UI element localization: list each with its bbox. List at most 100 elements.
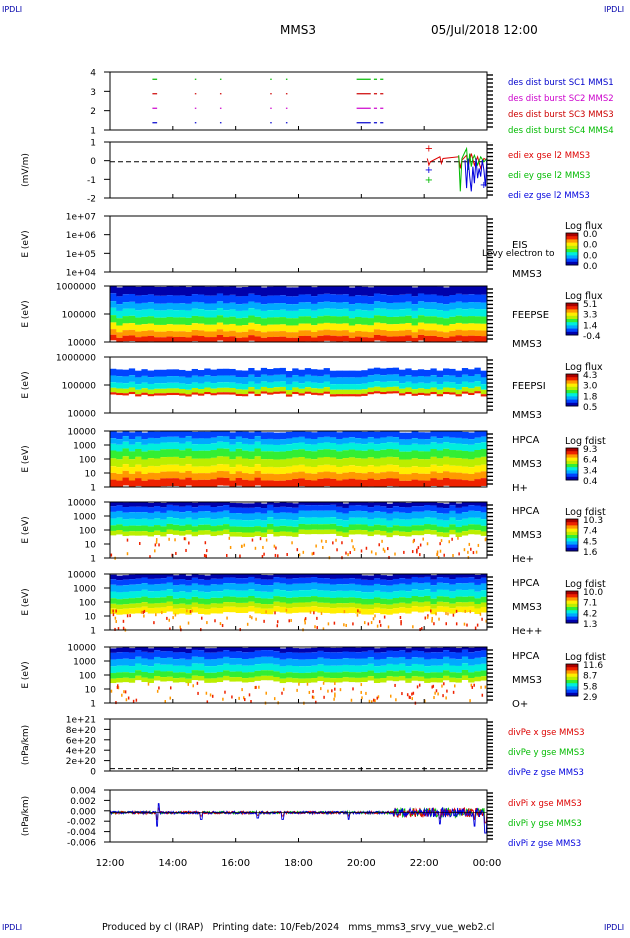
- spectro-cell-feepsi: [436, 370, 444, 378]
- instrument-label-hpca_he: HPCA: [512, 506, 540, 517]
- spectro-cell-hpca_he: [361, 534, 369, 557]
- spectro-cell-feepsi: [336, 384, 343, 390]
- spectro-cell-feepsi: [348, 389, 356, 395]
- spectro-cell-feepsi: [317, 357, 325, 370]
- spectro-cell-hpca_h: [160, 471, 168, 479]
- spectro-cell-hpca_hepp: [430, 604, 438, 609]
- spectro-cell-hpca_he: [436, 536, 444, 558]
- spectro-cell-hpca_h: [166, 471, 174, 479]
- spectro-cell-hpca_h: [197, 443, 205, 451]
- spectro-cell-hpca_he: [298, 504, 306, 511]
- spectro-cell-hpca_h: [336, 480, 343, 487]
- spectro-cell-hpca_o: [468, 672, 475, 679]
- spectro-cell-feepsi: [179, 395, 186, 413]
- spectro-cell-hpca_he: [411, 518, 419, 526]
- spectro-cell-hpca_hepp: [367, 592, 375, 600]
- spectro-speckle-hpca_he: [416, 550, 418, 554]
- spectro-cell-feepsi: [436, 396, 444, 413]
- spectro-cell-feepse: [348, 304, 356, 311]
- spectro-cell-hpca_hepp: [317, 612, 325, 630]
- spectro-cell-feepse: [153, 324, 161, 332]
- spectro-cell-hpca_hepp: [367, 579, 375, 586]
- spectro-cell-hpca_o: [449, 658, 457, 666]
- spectro-cell-hpca_h: [248, 439, 256, 445]
- spectro-cell-hpca_hepp: [116, 592, 124, 600]
- spectro-cell-hpca_he: [122, 519, 130, 527]
- spectro-speckle-hpca_o: [473, 683, 475, 687]
- spectro-cell-hpca_h: [304, 444, 312, 451]
- spectro-cell-hpca_he: [241, 513, 249, 521]
- spectro-cell-hpca_he: [468, 505, 475, 511]
- spectro-cell-feepsi: [260, 393, 268, 412]
- spectro-cell-hpca_h: [160, 436, 168, 443]
- spectro-cell-feepsi: [449, 392, 457, 395]
- spectro-cell-feepsi: [430, 357, 438, 369]
- spectro-cell-hpca_o: [141, 651, 149, 659]
- spectro-cell-hpca_h: [361, 479, 369, 487]
- spectro-cell-feepse: [267, 331, 274, 338]
- spectro-cell-hpca_o: [216, 658, 224, 666]
- spectro-cell-hpca_h: [336, 444, 343, 452]
- spectro-cell-hpca_o: [285, 672, 293, 678]
- spectro-cell-hpca_h: [380, 465, 387, 473]
- spectro-cell-hpca_h: [461, 473, 469, 481]
- spectro-speckle-hpca_he: [382, 547, 385, 551]
- spectro-speckle-hpca_he: [419, 553, 421, 557]
- spectro-cell-hpca_hepp: [285, 607, 293, 614]
- spectro-speckle-hpca_hepp: [430, 609, 432, 613]
- colorbar-swatch-eis: [566, 255, 578, 259]
- spectro-cell-hpca_hepp: [135, 578, 142, 585]
- spectro-cell-feepse: [160, 286, 168, 296]
- spectro-cell-hpca_he: [468, 502, 475, 506]
- spectro-cell-hpca_he: [373, 530, 381, 535]
- spectro-cell-hpca_h: [185, 456, 193, 465]
- spectro-cell-feepsi: [380, 394, 387, 413]
- spectro-cell-hpca_hepp: [298, 574, 306, 578]
- spectro-speckle-hpca_hepp: [359, 610, 361, 614]
- spectro-cell-feepsi: [424, 376, 431, 384]
- spectro-cell-hpca_he: [254, 526, 262, 532]
- spectro-speckle-hpca_o: [315, 700, 317, 704]
- spectro-cell-hpca_he: [298, 510, 306, 518]
- spectro-cell-hpca_hepp: [273, 606, 281, 612]
- spectro-speckle-hpca_hepp: [117, 627, 120, 631]
- spectro-cell-hpca_hepp: [380, 585, 387, 592]
- spectro-cell-hpca_hepp: [449, 584, 457, 592]
- colorbar-swatch-hpca_he: [566, 525, 578, 529]
- spectro-cell-feepse: [223, 303, 230, 311]
- colorbar-swatch-feepsi: [566, 386, 578, 391]
- spectro-cell-feepse: [449, 316, 457, 325]
- spectro-cell-feepsi: [329, 370, 337, 378]
- spectro-cell-hpca_h: [443, 436, 450, 443]
- colorbar-swatch-hpca_hepp: [566, 594, 578, 598]
- spectro-cell-hpca_hepp: [179, 608, 186, 614]
- spectro-cell-feepsi: [147, 358, 155, 371]
- spectro-cell-feepse: [336, 286, 343, 295]
- spectro-cell-feepsi: [141, 394, 149, 413]
- spectro-cell-hpca_h: [223, 431, 230, 437]
- instrument-label-eis: EIS: [512, 240, 528, 251]
- spectro-cell-hpca_he: [153, 535, 161, 558]
- spectro-cell-hpca_he: [241, 532, 249, 537]
- spectro-cell-feepsi: [480, 358, 488, 371]
- spectro-cell-feepsi: [367, 357, 375, 369]
- spectro-speckle-hpca_he: [458, 552, 460, 556]
- spectro-cell-hpca_o: [135, 680, 142, 702]
- spectro-cell-hpca_o: [436, 647, 444, 653]
- spectro-cell-feepse: [367, 325, 375, 333]
- spectro-cell-hpca_he: [336, 506, 343, 513]
- spectro-cell-hpca_o: [430, 682, 438, 703]
- spectro-cell-hpca_he: [172, 524, 180, 531]
- spectro-cell-hpca_hepp: [223, 574, 230, 578]
- spectro-cell-feepsi: [355, 377, 362, 385]
- spectro-cell-hpca_hepp: [116, 580, 124, 586]
- spectro-cell-hpca_hepp: [147, 603, 155, 609]
- spectro-cell-feepse: [128, 315, 136, 324]
- spectro-cell-hpca_h: [110, 443, 117, 451]
- spectro-cell-hpca_hepp: [373, 607, 381, 614]
- spectro-cell-feepsi: [223, 382, 230, 388]
- spectro-cell-hpca_hepp: [166, 576, 174, 583]
- spectro-cell-hpca_hepp: [386, 604, 394, 610]
- spectro-cell-feepse: [110, 329, 117, 335]
- spectro-cell-feepse: [235, 296, 243, 305]
